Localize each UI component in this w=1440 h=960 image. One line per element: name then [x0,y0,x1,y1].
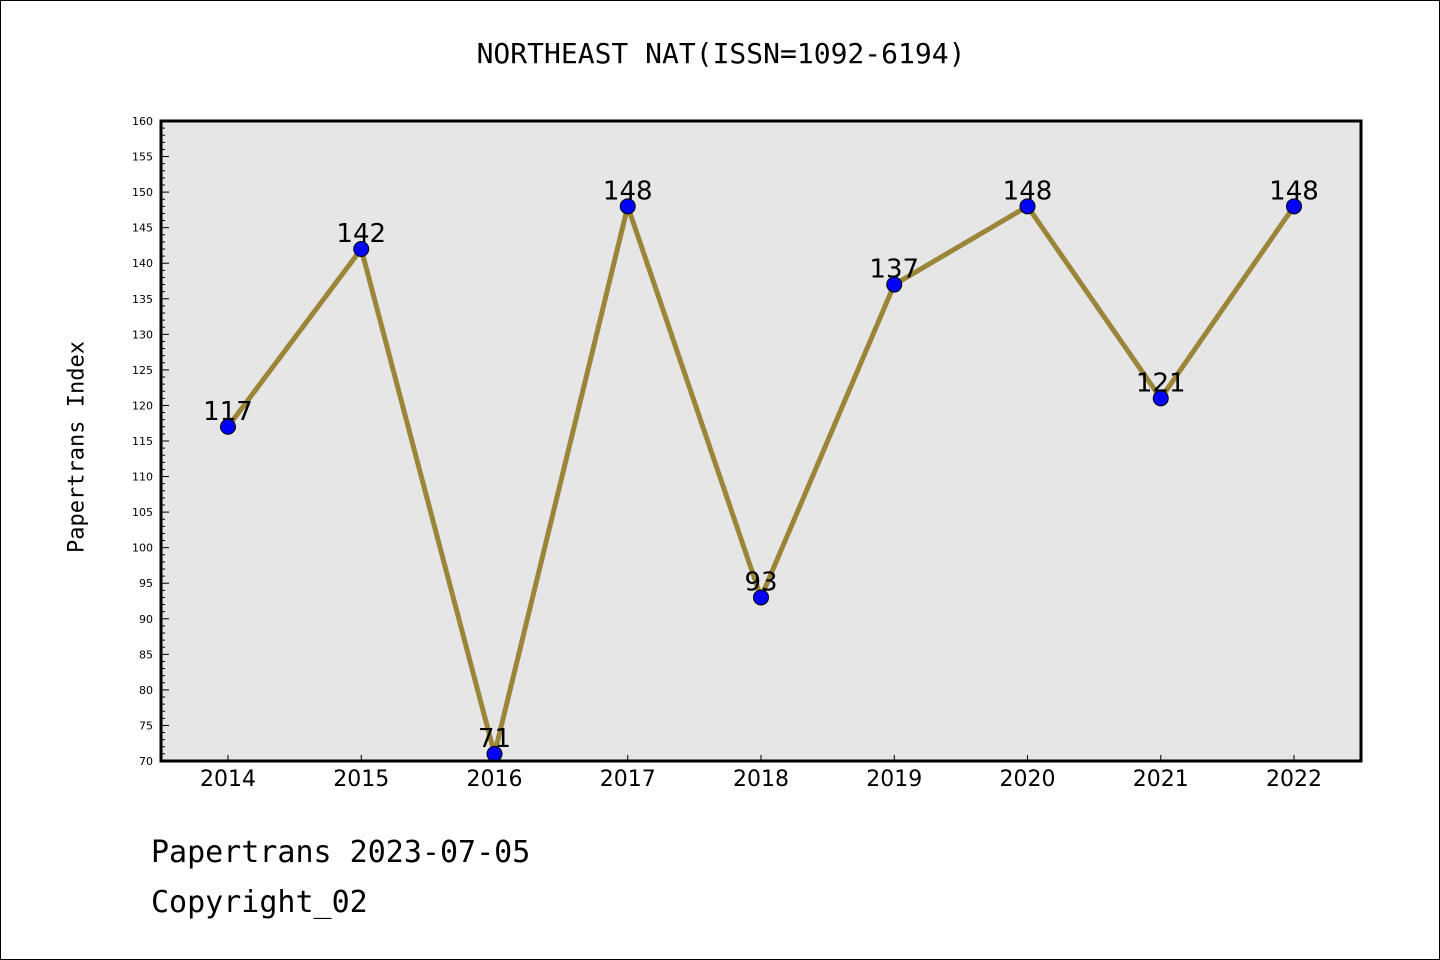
footer-date-line: Papertrans 2023-07-05 [151,835,531,870]
y-tick-label: 120 [132,399,153,412]
data-point [353,241,370,257]
data-point [1286,198,1302,215]
y-tick-label: 100 [132,542,153,555]
y-tick-label: 115 [132,435,153,448]
x-tick-label: 2016 [467,767,523,792]
y-tick-label: 70 [139,755,153,768]
plot-frame [159,119,1363,763]
x-tick-label: 2018 [733,767,789,792]
y-tick-label: 150 [132,186,153,199]
chart-title: NORTHEAST NAT(ISSN=1092-6194) [476,37,966,70]
y-tick-label: 145 [132,222,153,235]
y-tick-label: 135 [132,293,153,306]
data-point [1152,390,1169,407]
data-point [886,276,903,293]
data-point [486,745,503,762]
x-tick-label: 2014 [200,767,256,792]
x-tick-label: 2017 [600,767,656,792]
x-tick-label: 2020 [1000,767,1056,792]
y-tick-label: 160 [132,115,153,128]
footer-copyright: Copyright_02 [151,885,368,920]
y-tick-label: 155 [132,151,153,164]
x-tick-label: 2015 [333,767,389,792]
data-point [753,589,769,606]
data-point [220,418,236,435]
plot-area [161,121,1361,761]
x-tick-label: 2019 [866,767,922,792]
data-point [1019,198,1036,215]
y-tick-label: 85 [139,648,153,661]
y-tick-label: 125 [132,364,153,377]
data-point [619,198,636,215]
y-tick-label: 105 [132,506,153,519]
x-tick-label: 2021 [1133,767,1189,792]
y-tick-label: 95 [139,577,153,590]
y-tick-label: 90 [139,613,153,626]
y-tick-label: 130 [132,328,153,341]
x-tick-label: 2022 [1266,767,1322,792]
y-tick-label: 110 [132,471,153,484]
y-tick-label: 75 [139,719,153,732]
y-tick-label: 140 [132,257,153,270]
y-tick-label: 80 [139,684,153,697]
